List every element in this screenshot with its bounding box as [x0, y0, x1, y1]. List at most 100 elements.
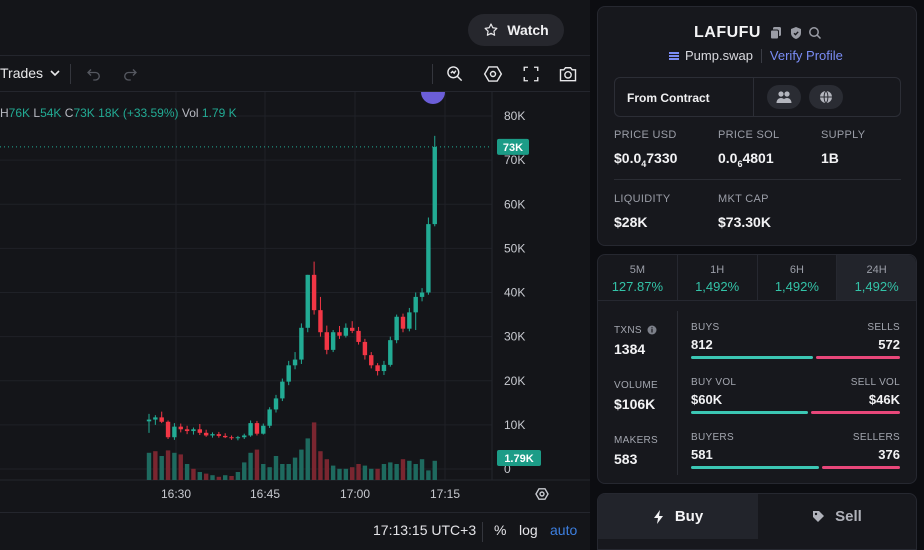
- globe-icon: [820, 90, 832, 104]
- website-button[interactable]: [809, 85, 843, 109]
- tab-label: 6H: [789, 264, 804, 276]
- screenshot-button[interactable]: [556, 62, 580, 86]
- redo-button[interactable]: [118, 62, 142, 86]
- candle-body: [254, 423, 260, 434]
- dex-divider: [760, 48, 762, 63]
- time-tick-label: 17:00: [340, 487, 370, 501]
- volume-bar: [146, 452, 152, 480]
- volume-bar: [426, 470, 431, 480]
- log-scale-toggle[interactable]: log: [519, 522, 538, 538]
- candle-body: [324, 332, 329, 350]
- volume-bar: [369, 468, 374, 480]
- trades-dropdown[interactable]: Trades: [0, 65, 61, 81]
- volume-bar: [343, 468, 349, 480]
- txns-label: TXNS: [614, 325, 642, 336]
- candle-body: [242, 435, 247, 438]
- candle-body: [153, 417, 158, 420]
- buy-vol-bar: [691, 411, 808, 414]
- candle-body: [267, 409, 272, 426]
- volume-bar: [324, 459, 329, 480]
- verify-profile-link[interactable]: Verify Profile: [769, 48, 843, 63]
- copy-icon[interactable]: [769, 26, 783, 40]
- ohlc-c-label: C: [64, 106, 74, 120]
- transactions-card: 5M 127.87% 1H 1,492% 6H 1,492% 24H 1,492% TX…: [597, 254, 917, 484]
- volume-bar: [292, 457, 298, 480]
- sells-bar: [816, 356, 900, 359]
- candle-body: [178, 426, 183, 430]
- hexagon-gear-icon: [483, 66, 503, 82]
- buyers-label: BUYERS: [691, 432, 734, 443]
- indicators-button[interactable]: [443, 62, 467, 86]
- shield-icon[interactable]: [789, 26, 803, 40]
- price-tick-label: 30K: [504, 330, 525, 344]
- candle-body: [432, 146, 437, 225]
- volume-bar: [388, 462, 393, 480]
- price-tick-label: 10K: [504, 418, 525, 432]
- price-tick-label: 70K: [504, 153, 525, 167]
- settings-button[interactable]: [481, 62, 505, 86]
- token-info-card: LAFUFU Pump.swap Verify Profile From Con…: [597, 6, 917, 246]
- undo-button[interactable]: [82, 62, 106, 86]
- tab-24h[interactable]: 24H 1,492%: [837, 255, 916, 300]
- volume-bar: [394, 464, 399, 480]
- tab-6h[interactable]: 6H 1,492%: [758, 255, 838, 300]
- buy-tab[interactable]: Buy: [598, 494, 758, 539]
- volume-bar: [350, 467, 355, 480]
- candle-body: [159, 417, 164, 422]
- candle-body: [197, 429, 202, 433]
- search-icon[interactable]: [808, 26, 822, 40]
- candle-body: [286, 365, 291, 382]
- ohlc-l-label: L: [33, 106, 41, 120]
- price-chart[interactable]: 80K 70K 60K 50K 40K 30K 20K 10K 0 16:30 16:45 17:00…: [0, 92, 590, 512]
- makers-value: 583: [614, 451, 638, 467]
- candle-body: [216, 434, 222, 436]
- ohlc-legend: H76K L54K C73K 18K (+33.59%) Vol 1.79 K: [0, 106, 237, 120]
- volume-badge: [497, 450, 541, 466]
- volume-bar: [356, 464, 361, 480]
- watch-button[interactable]: Watch: [468, 14, 564, 46]
- volume-bar: [261, 464, 266, 480]
- txns-value: 1384: [614, 341, 646, 357]
- buyers-value: 581: [691, 447, 713, 462]
- supply-label: SUPPLY: [821, 129, 866, 141]
- sellers-label: SELLERS: [852, 432, 900, 443]
- auto-scale-toggle[interactable]: auto: [550, 522, 578, 538]
- fullscreen-button[interactable]: [519, 62, 543, 86]
- sell-tab[interactable]: Sell: [758, 494, 916, 539]
- price-tick-label: 50K: [504, 241, 525, 255]
- ohlc-h-label: H: [0, 106, 9, 120]
- contract-label[interactable]: From Contract: [627, 91, 710, 105]
- candle-body: [407, 312, 412, 329]
- volume-bar: [191, 468, 196, 480]
- community-button[interactable]: [767, 85, 801, 109]
- candle-body: [350, 327, 355, 331]
- axis-settings-icon[interactable]: [535, 488, 549, 500]
- dex-name[interactable]: Pump.swap: [685, 48, 753, 63]
- candle-body: [362, 341, 368, 356]
- tab-5m[interactable]: 5M 127.87%: [598, 255, 678, 300]
- supply-value: 1B: [821, 150, 839, 166]
- toolbar-divider: [432, 64, 433, 84]
- undo-icon: [87, 69, 100, 81]
- volume-bar: [330, 465, 336, 480]
- candle-body: [248, 423, 253, 436]
- price-tick-label: 60K: [504, 197, 525, 211]
- time-tick-label: 16:30: [161, 487, 191, 501]
- sellers-value: 376: [878, 447, 900, 462]
- tab-1h[interactable]: 1H 1,492%: [678, 255, 758, 300]
- percent-scale-toggle[interactable]: %: [494, 522, 507, 538]
- volume-bar: [280, 464, 285, 480]
- candle-body: [356, 330, 361, 342]
- utc-clock[interactable]: 17:13:15 UTC+3: [373, 522, 477, 538]
- marker-dot: [421, 92, 445, 104]
- candle-body: [426, 224, 431, 293]
- candle-body: [146, 419, 152, 422]
- buys-label: BUYS: [691, 322, 720, 333]
- ohlc-vol-label: Vol: [181, 106, 199, 120]
- candle-body: [165, 421, 171, 438]
- candle-body: [280, 381, 285, 399]
- candle-body: [299, 327, 304, 360]
- chart-toolbar: Trades: [0, 56, 590, 92]
- info-icon[interactable]: [647, 325, 657, 335]
- redo-icon: [124, 69, 137, 81]
